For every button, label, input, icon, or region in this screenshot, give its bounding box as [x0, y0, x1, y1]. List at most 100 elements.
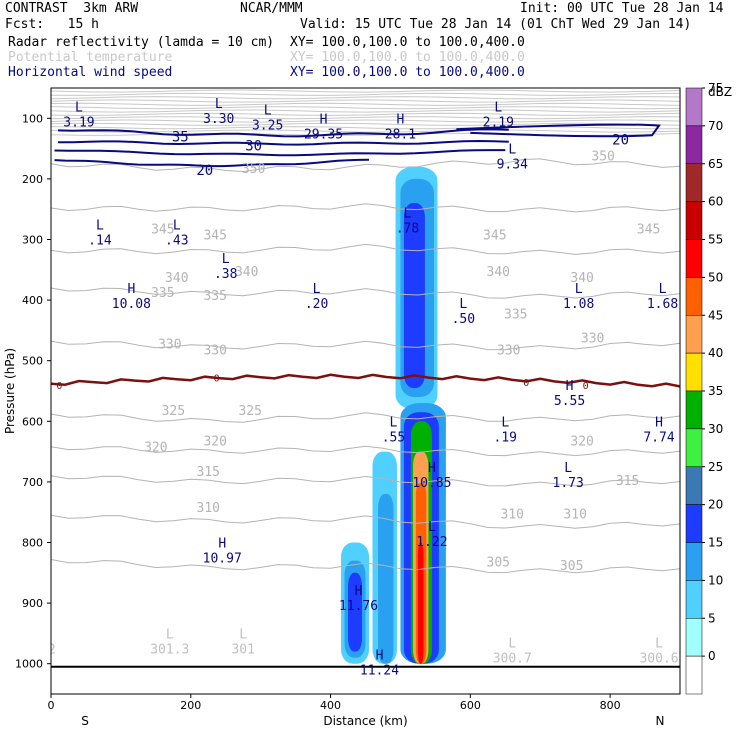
colorbar-tick-label: 55 — [708, 233, 723, 247]
wind-speed-contour — [58, 139, 509, 146]
theta-contour-upper — [51, 96, 680, 100]
extremum-marker: H — [376, 649, 384, 664]
extremum-value: 11.24 — [360, 664, 399, 679]
theta-contour-upper — [51, 92, 680, 96]
colorbar-tick-label: 60 — [708, 195, 723, 209]
theta-contour-label: 320 — [570, 435, 593, 450]
y-tick-label: 700 — [22, 476, 43, 489]
theta-contour-upper — [51, 109, 680, 113]
extremum-value: 1.08 — [563, 297, 594, 312]
extremum-value: 3.19 — [63, 115, 94, 130]
extremum-value: 10.08 — [112, 297, 151, 312]
theta-contour-label: 315 — [197, 465, 220, 480]
wind-contour-label: 30 — [245, 139, 262, 155]
colorbar-swatch — [685, 580, 703, 619]
extremum-marker: H — [397, 112, 405, 127]
colorbar-tick-label: 25 — [708, 460, 723, 474]
colorbar-tick-label: 20 — [708, 498, 723, 512]
extremum-value: 1.68 — [647, 297, 678, 312]
theta-contour-label: 330 — [581, 332, 604, 347]
x-tick-label: 400 — [320, 699, 341, 712]
extremum-value: 29.35 — [304, 127, 343, 142]
colorbar-swatch — [685, 466, 703, 505]
theta-contour-label: 330 — [203, 344, 226, 359]
theta-contour-label: 335 — [203, 289, 226, 304]
header-valid-time: Valid: 15 UTC Tue 28 Jan 14 (01 ChT Wed … — [300, 17, 692, 32]
north-label: N — [656, 714, 665, 728]
colorbar-tick-label: 65 — [708, 157, 723, 171]
theta-contour-label: 320 — [144, 441, 167, 456]
extremum-value: 3.25 — [252, 118, 283, 133]
extremum-value: 3.30 — [203, 112, 234, 127]
theta-contour-label: 350 — [242, 162, 265, 177]
extremum-value: 7.74 — [643, 430, 674, 445]
theta-contour-label: 340 — [235, 265, 258, 280]
x-axis-label: Distance (km) — [323, 714, 407, 728]
theta-contour — [51, 340, 680, 351]
colorbar-swatch — [685, 277, 703, 316]
field-theta-xy: XY= 100.0,100.0 to 100.0,400.0 — [290, 50, 525, 65]
extremum-value: .43 — [165, 233, 188, 248]
south-label: S — [81, 714, 89, 728]
extremum-value: .50 — [452, 312, 475, 327]
theta-contour — [51, 445, 680, 457]
extremum-marker: L — [659, 282, 667, 297]
extremum-value: .78 — [396, 221, 419, 236]
header-forecast-hour: Fcst: 15 h — [5, 17, 99, 32]
reflectivity-cell — [348, 572, 363, 652]
colorbar-swatch — [685, 504, 703, 543]
field-reflectivity-name: Radar reflectivity (lamda = 10 cm) — [8, 35, 275, 50]
extremum-marker: L — [501, 415, 509, 430]
wind-contour-label: 20 — [196, 163, 213, 179]
extremum-value: 10.85 — [412, 476, 451, 491]
theta-contour — [51, 514, 680, 529]
extremum-value: .14 — [88, 233, 112, 248]
theta-contour-upper — [51, 119, 680, 123]
theta-contour-label: 340 — [487, 265, 510, 280]
extremum-marker: L — [166, 627, 174, 642]
extremum-marker: H — [320, 112, 328, 127]
extremum-value: 11.76 — [339, 599, 378, 614]
colorbar-swatch — [685, 428, 703, 467]
theta-contour — [51, 203, 680, 213]
wind-speed-contour-right — [456, 123, 661, 138]
colorbar-swatch — [685, 87, 703, 127]
isotherm-label: 0 — [583, 381, 589, 392]
colorbar-tick-label: 5 — [708, 611, 716, 625]
y-tick-label: 100 — [22, 112, 43, 125]
wind-speed-contour — [54, 158, 370, 168]
theta-contour — [51, 243, 680, 255]
colorbar-swatch — [685, 352, 703, 392]
colorbar-tick-label: 10 — [708, 573, 723, 587]
theta-contour-label: 315 — [616, 474, 639, 489]
extremum-marker: H — [428, 461, 436, 476]
isotherm-label: 0 — [214, 374, 220, 385]
x-tick-label: 200 — [180, 699, 201, 712]
theta-contour-upper — [51, 106, 680, 110]
theta-contour — [51, 158, 680, 173]
theta-contour-label: 325 — [238, 404, 261, 419]
reflectivity-cell — [403, 203, 425, 388]
extremum-marker: L — [494, 100, 502, 115]
extremum-marker: L — [508, 143, 516, 158]
theta-contour-upper — [51, 112, 680, 117]
theta-contour-label: 345 — [637, 222, 660, 237]
extremum-marker: L — [222, 252, 230, 267]
colorbar-swatch — [685, 390, 703, 430]
extremum-marker: H — [566, 379, 574, 394]
y-tick-label: 300 — [22, 234, 43, 247]
extremum-value: 5.55 — [554, 394, 585, 409]
colorbar-tick-label: 45 — [708, 308, 723, 322]
wind-speed-contour — [57, 128, 509, 138]
colorbar-swatch — [685, 239, 703, 278]
extremum-marker: H — [127, 282, 135, 297]
isotherm-label: 0 — [56, 381, 62, 392]
header-source: NCAR/MMM — [240, 1, 303, 16]
y-tick-label: 200 — [22, 173, 43, 186]
theta-contour — [51, 412, 680, 423]
theta-contour-label: 340 — [165, 271, 188, 286]
colorbar-swatch — [685, 542, 703, 581]
extremum-value: .55 — [382, 430, 405, 445]
reflectivity-cell — [417, 542, 424, 664]
colorbar-swatch — [685, 201, 703, 240]
